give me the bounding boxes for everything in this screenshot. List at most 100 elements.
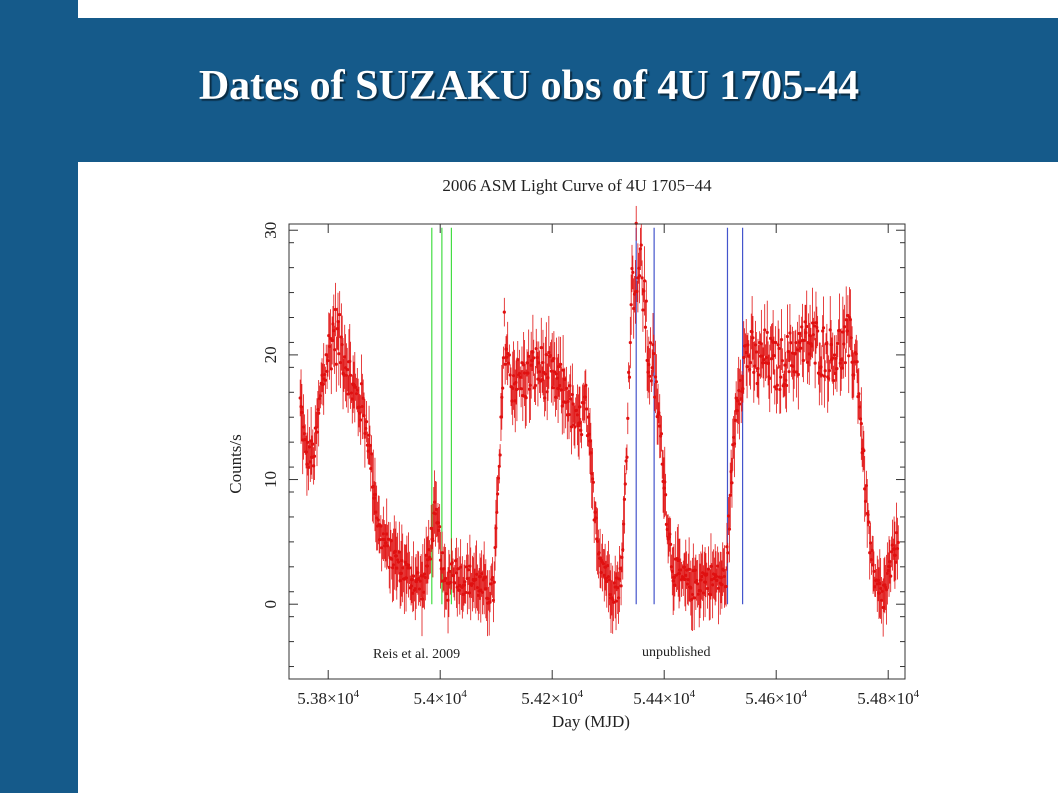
data-point <box>370 452 374 456</box>
data-point <box>808 333 812 338</box>
data-point <box>543 372 548 376</box>
data-point <box>660 462 664 466</box>
data-point <box>864 484 868 488</box>
data-point <box>564 400 568 405</box>
data-point <box>557 365 561 369</box>
data-point <box>465 576 469 581</box>
data-point <box>708 592 712 597</box>
data-point <box>373 492 377 497</box>
data-point <box>668 532 672 536</box>
data-point <box>653 375 658 379</box>
data-point <box>307 465 311 470</box>
data-point <box>604 576 608 580</box>
data-point <box>543 396 547 400</box>
data-point <box>513 399 517 403</box>
data-point <box>521 393 525 398</box>
data-point <box>629 303 633 307</box>
data-point <box>568 384 572 388</box>
data-point <box>484 587 488 591</box>
data-point <box>613 585 617 589</box>
data-point <box>332 329 336 333</box>
data-point <box>769 336 773 340</box>
data-point <box>333 307 338 312</box>
y-tick-label: 0 <box>261 600 280 609</box>
data-point <box>417 587 422 591</box>
data-point <box>590 472 594 476</box>
title-banner <box>78 18 1058 162</box>
data-point <box>309 439 313 443</box>
data-point <box>684 573 688 577</box>
data-point <box>858 405 862 409</box>
data-point <box>394 554 398 558</box>
data-point <box>793 351 797 356</box>
data-point <box>569 425 574 429</box>
data-point <box>324 353 328 357</box>
data-point <box>314 426 318 430</box>
data-point <box>650 366 654 370</box>
data-point <box>876 578 880 582</box>
data-point <box>625 455 629 459</box>
data-point <box>643 325 648 329</box>
data-point <box>787 370 791 374</box>
data-point <box>504 347 508 351</box>
data-point <box>784 378 788 382</box>
data-point <box>409 584 413 588</box>
data-point <box>368 443 372 447</box>
data-point <box>774 387 779 391</box>
x-axis-label: Day (MJD) <box>552 712 630 731</box>
data-point <box>371 484 375 489</box>
data-point <box>762 358 766 362</box>
data-point <box>559 362 563 366</box>
data-point <box>502 310 506 314</box>
data-point <box>515 387 519 391</box>
data-point <box>398 579 402 583</box>
data-point <box>578 405 582 409</box>
data-point <box>306 440 310 444</box>
data-point <box>545 390 549 394</box>
data-point <box>525 361 529 365</box>
data-point <box>418 579 422 583</box>
data-point <box>586 415 590 419</box>
data-point <box>867 520 871 524</box>
data-point <box>679 568 683 572</box>
data-point <box>627 375 632 379</box>
data-point <box>721 568 726 572</box>
data-point <box>303 438 307 442</box>
data-point <box>516 357 520 362</box>
data-point <box>312 464 316 468</box>
data-point <box>593 510 597 514</box>
data-point <box>301 425 306 429</box>
data-point <box>700 574 704 579</box>
data-point <box>494 526 498 530</box>
data-point <box>766 361 770 365</box>
data-point <box>501 356 506 360</box>
data-point <box>598 556 602 560</box>
data-point <box>590 477 595 481</box>
data-point <box>300 410 304 415</box>
data-point <box>811 333 816 337</box>
data-point <box>507 353 511 357</box>
data-point <box>570 392 574 397</box>
data-point <box>673 583 677 587</box>
slide-title: Dates of SUZAKU obs of 4U 1705-44 <box>198 63 860 109</box>
data-point <box>805 360 810 364</box>
data-point <box>438 525 442 529</box>
data-point <box>305 462 309 466</box>
data-point <box>390 557 394 561</box>
x-tick-label: 5.44×104 <box>633 688 695 708</box>
data-point <box>619 584 623 588</box>
data-point <box>416 571 420 575</box>
data-point <box>669 542 673 546</box>
data-point <box>747 354 751 358</box>
data-point <box>493 545 497 550</box>
data-point <box>357 405 361 409</box>
data-point <box>522 363 526 367</box>
data-point <box>311 442 315 446</box>
data-point <box>323 378 327 382</box>
data-point <box>503 362 507 366</box>
data-point <box>816 329 820 333</box>
reference-lines-layer <box>431 227 744 605</box>
data-point <box>345 368 349 372</box>
data-point <box>716 586 721 590</box>
data-point <box>348 359 352 363</box>
